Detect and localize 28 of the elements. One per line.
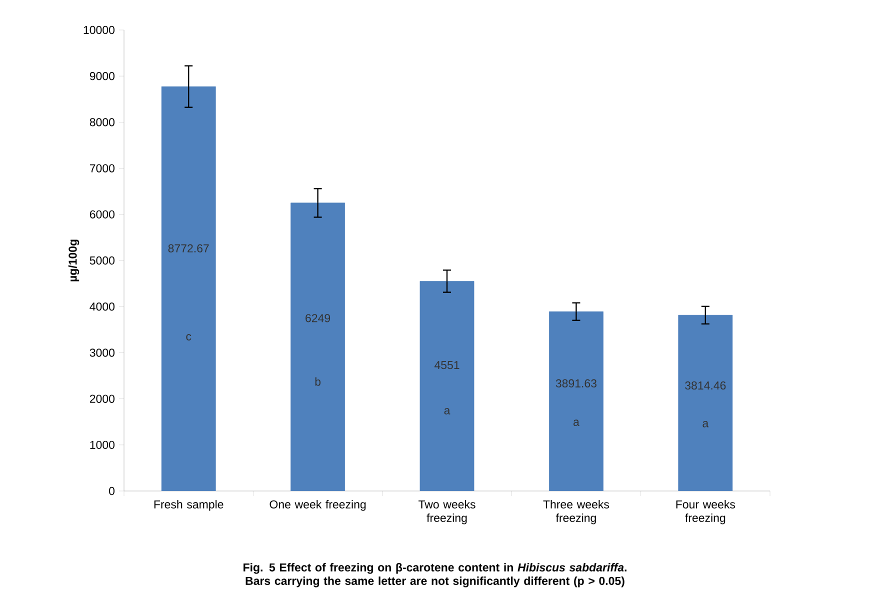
x-tick-label: Four weeks freezing (676, 500, 736, 524)
y-tick-label: 8000 (90, 118, 115, 126)
y-tick-label: 2000 (90, 394, 115, 403)
annotation: a (702, 421, 709, 428)
annotation: a (444, 408, 450, 414)
caption: Fig. 5 Effect of freezing on β-carotene content in Hibiscus sabdariffa. Bars carrying the same letter are not significantly different (p > 0.05) (244, 563, 626, 588)
x-tick-label: Three weeks freezing (543, 500, 610, 524)
x-tick-label: Fresh sample (154, 500, 224, 511)
y-tick-label: 4000 (90, 302, 115, 311)
y-tick-label: 5000 (90, 256, 115, 265)
x-tick-label: One week freezing (270, 500, 366, 511)
data-label: 6249 (306, 314, 330, 322)
y-tick-label: 10000 (84, 26, 115, 34)
data-label: 8772.67 (168, 244, 209, 252)
y-axis-title: µg/100g (68, 240, 80, 282)
y-tick-label: 7000 (90, 164, 115, 172)
data-label: 3814.46 (685, 381, 726, 390)
y-tick-label: 9000 (90, 72, 115, 80)
y-tick-label: 6000 (90, 210, 115, 218)
annotation: b (315, 377, 321, 386)
annotation: c (186, 334, 192, 340)
annotation: a (573, 420, 580, 426)
y-tick-label: 1000 (90, 440, 115, 449)
data-label: 3891.63 (556, 379, 596, 388)
y-tick-label: 3000 (90, 348, 115, 357)
y-tick-label: 0 (109, 486, 115, 496)
data-label: 4551 (434, 361, 460, 370)
x-tick-label: Two weeks freezing (418, 500, 476, 524)
